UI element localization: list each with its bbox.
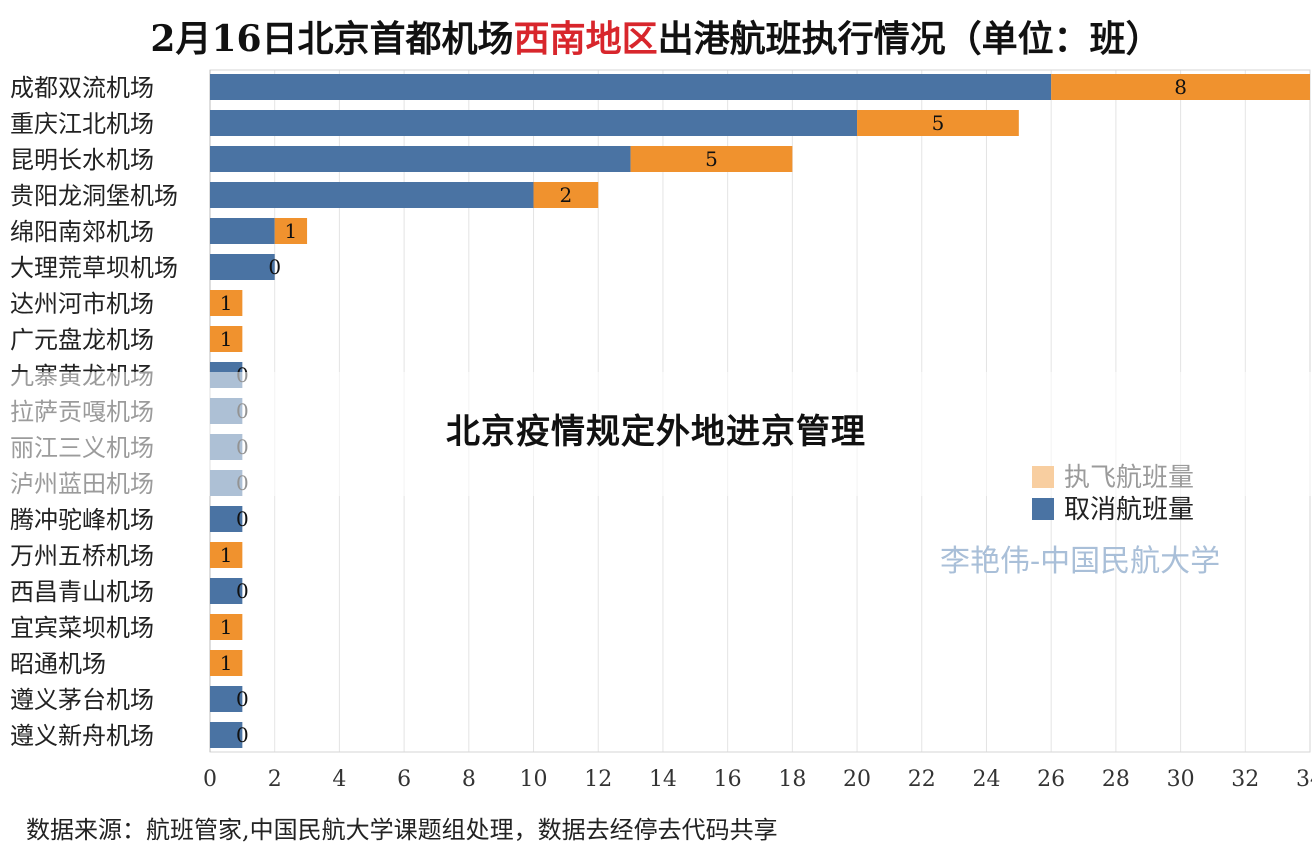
x-tick-label: 6 xyxy=(397,767,411,792)
x-tick-label: 24 xyxy=(972,767,1000,792)
bar-cancelled xyxy=(210,686,243,712)
category-label: 昭通机场 xyxy=(10,650,106,678)
data-label: 8 xyxy=(1174,75,1187,99)
category-label: 广元盘龙机场 xyxy=(10,326,154,354)
category-label: 昆明长水机场 xyxy=(10,146,154,174)
data-label: 1 xyxy=(220,543,233,567)
bar-operated xyxy=(210,290,243,316)
category-label: 西昌青山机场 xyxy=(10,578,154,606)
bar-cancelled xyxy=(210,506,243,532)
data-label: 1 xyxy=(220,615,233,639)
x-tick-label: 18 xyxy=(778,767,806,792)
category-label: 绵阳南郊机场 xyxy=(10,218,154,246)
chart-title: 2月16日北京首都机场西南地区出港航班执行情况（单位：班） xyxy=(0,10,1312,62)
category-label: 大理荒草坝机场 xyxy=(10,254,178,282)
x-tick-label: 20 xyxy=(843,767,871,792)
x-tick-label: 14 xyxy=(649,767,677,792)
source-note: 数据来源：航班管家,中国民航大学课题组处理，数据去经停去代码共享 xyxy=(26,816,778,844)
x-tick-label: 12 xyxy=(584,767,612,792)
bar-cancelled xyxy=(210,146,631,172)
category-label: 重庆江北机场 xyxy=(10,110,154,138)
data-label: 0 xyxy=(236,687,249,711)
x-tick-label: 22 xyxy=(908,767,936,792)
bar-operated xyxy=(210,650,243,676)
category-label: 宜宾菜坝机场 xyxy=(10,614,154,642)
bar-cancelled xyxy=(210,722,243,748)
category-label: 成都双流机场 xyxy=(10,74,154,102)
bar-operated xyxy=(210,326,243,352)
bar-cancelled xyxy=(210,182,534,208)
legend-label: 取消航班量 xyxy=(1064,495,1194,525)
data-label: 1 xyxy=(220,327,233,351)
category-label: 遵义新舟机场 xyxy=(10,722,154,750)
data-label: 0 xyxy=(236,507,249,531)
x-tick-label: 26 xyxy=(1037,767,1065,792)
data-label: 0 xyxy=(268,255,281,279)
x-tick-label: 10 xyxy=(520,767,548,792)
overlay-band xyxy=(0,372,1312,496)
bar-operated xyxy=(1051,74,1310,100)
bar-cancelled xyxy=(210,110,858,136)
category-label: 腾冲驼峰机场 xyxy=(10,506,154,534)
bar-operated xyxy=(857,110,1019,136)
bar-cancelled xyxy=(210,254,275,280)
data-label: 0 xyxy=(236,579,249,603)
bar-operated xyxy=(630,146,793,172)
data-label: 1 xyxy=(220,291,233,315)
legend-swatch xyxy=(1032,498,1054,520)
data-label: 5 xyxy=(932,111,945,135)
x-tick-label: 8 xyxy=(462,767,476,792)
overlay-caption: 北京疫情规定外地进京管理 xyxy=(446,412,866,452)
title-part-3: 出港航班执行情况（单位：班） xyxy=(657,18,1162,60)
bar-cancelled xyxy=(210,74,1052,100)
bar-operated xyxy=(210,614,243,640)
category-label: 贵阳龙洞堡机场 xyxy=(10,182,178,210)
title-highlight: 西南地区 xyxy=(513,18,658,60)
x-tick-label: 30 xyxy=(1167,767,1195,792)
bar-cancelled xyxy=(210,218,275,244)
x-tick-label: 34 xyxy=(1296,767,1312,792)
data-label: 1 xyxy=(220,651,233,675)
category-label: 达州河市机场 xyxy=(10,290,154,318)
title-part-1: 2月16日北京首都机场 xyxy=(150,18,514,60)
x-tick-label: 0 xyxy=(203,767,217,792)
x-tick-label: 32 xyxy=(1231,767,1259,792)
data-label: 2 xyxy=(560,183,573,207)
x-tick-label: 16 xyxy=(714,767,742,792)
x-tick-label: 28 xyxy=(1102,767,1130,792)
data-label: 1 xyxy=(285,219,298,243)
data-label: 5 xyxy=(705,147,718,171)
watermark: 李艳伟-中国民航大学 xyxy=(940,544,1221,579)
data-label: 0 xyxy=(236,723,249,747)
bar-cancelled xyxy=(210,578,243,604)
bar-operated xyxy=(210,542,243,568)
x-tick-label: 2 xyxy=(268,767,282,792)
bar-operated xyxy=(274,218,308,244)
category-label: 万州五桥机场 xyxy=(10,542,154,570)
x-tick-label: 4 xyxy=(332,767,346,792)
bar-operated xyxy=(533,182,599,208)
category-label: 遵义茅台机场 xyxy=(10,686,154,714)
